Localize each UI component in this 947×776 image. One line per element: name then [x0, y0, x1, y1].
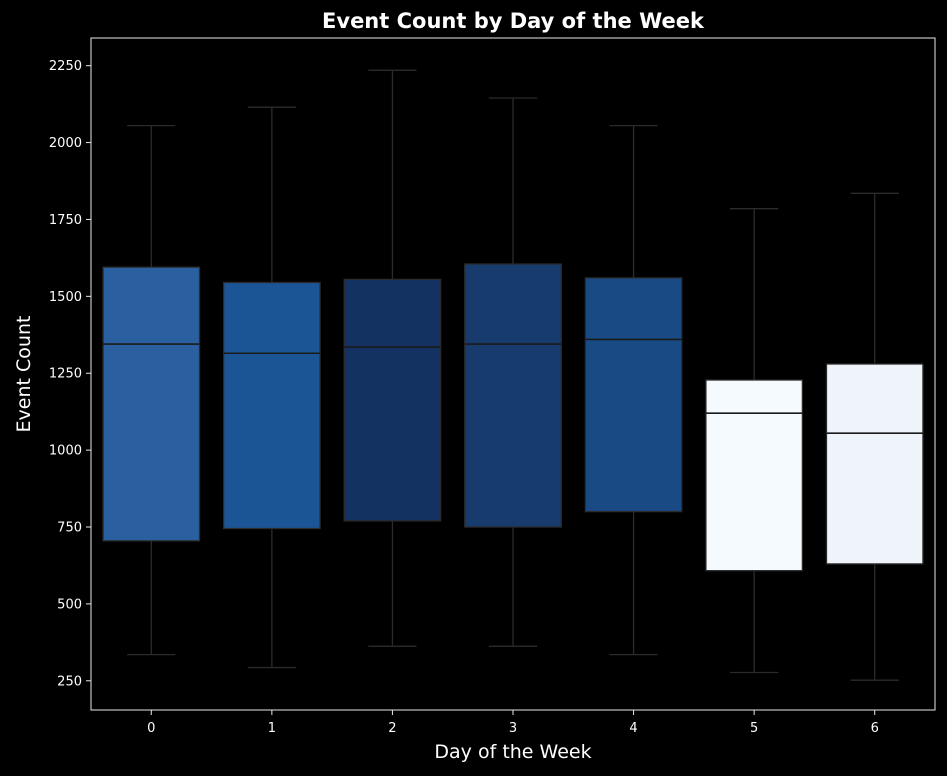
- box-iqr: [464, 263, 562, 528]
- box-iqr: [705, 379, 804, 572]
- box-iqr: [343, 278, 442, 522]
- box-group-day-3: [464, 97, 562, 647]
- x-tick-label: 0: [147, 721, 155, 736]
- x-tick-label: 5: [750, 721, 758, 736]
- y-axis-label: Event Count: [13, 316, 35, 433]
- box-iqr: [584, 277, 683, 513]
- y-tick-label: 1750: [49, 213, 82, 228]
- x-tick-label: 4: [629, 721, 637, 736]
- y-ticks: 250 500 750 1000 1250 1500 1750 2000 2250: [49, 59, 91, 689]
- y-tick-label: 500: [57, 597, 82, 612]
- x-axis-label: Day of the Week: [434, 741, 591, 763]
- box-group-day-6: [825, 192, 924, 681]
- y-tick-label: 1250: [49, 367, 82, 382]
- x-tick-label: 3: [509, 721, 517, 736]
- x-ticks: 0 1 2 3 4 5 6: [147, 710, 879, 736]
- y-tick-label: 2000: [49, 136, 82, 151]
- chart-title: Event Count by Day of the Week: [322, 9, 705, 33]
- x-tick-label: 1: [268, 721, 276, 736]
- box-group-day-4: [584, 125, 683, 656]
- x-tick-label: 6: [871, 721, 879, 736]
- box-group-day-5: [705, 208, 804, 674]
- chart-marks: [102, 69, 924, 681]
- box-group-day-1: [222, 106, 321, 669]
- box-iqr: [825, 363, 924, 565]
- box-iqr: [222, 281, 321, 530]
- box-group-day-2: [343, 69, 442, 647]
- y-tick-label: 1500: [49, 290, 82, 305]
- y-tick-label: 2250: [49, 59, 82, 74]
- box-group-day-0: [102, 125, 201, 656]
- y-tick-label: 1000: [49, 444, 82, 459]
- x-tick-label: 2: [388, 721, 396, 736]
- y-tick-label: 250: [57, 674, 82, 689]
- y-tick-label: 750: [57, 521, 82, 536]
- box-iqr: [102, 266, 201, 542]
